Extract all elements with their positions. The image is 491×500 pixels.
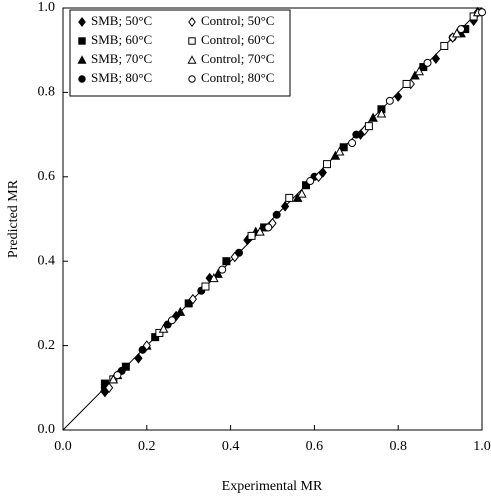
legend-label: SMB; 70°C <box>91 51 152 66</box>
point <box>452 28 462 38</box>
point <box>469 12 478 21</box>
point <box>419 63 428 72</box>
point <box>121 362 130 371</box>
x-tick-label: 0.8 <box>389 439 407 454</box>
point <box>414 66 424 76</box>
x-tick-label: 1.0 <box>473 439 491 454</box>
y-tick-label: 1.0 <box>38 0 56 15</box>
point <box>167 316 176 325</box>
point <box>188 16 196 28</box>
point <box>247 231 256 240</box>
legend-label: Control; 70°C <box>201 51 274 66</box>
point <box>222 257 231 266</box>
point <box>478 8 486 17</box>
point <box>78 16 86 28</box>
point <box>188 75 196 83</box>
x-tick-label: 0.6 <box>306 439 324 454</box>
point <box>218 265 227 274</box>
y-tick-label: 0.2 <box>38 338 56 353</box>
point <box>104 382 114 394</box>
point <box>457 25 466 34</box>
point <box>285 193 294 202</box>
legend-label: Control; 50°C <box>201 13 274 28</box>
point <box>402 79 411 88</box>
x-axis-label: Experimental MR <box>222 479 323 494</box>
point <box>255 226 265 236</box>
plot-frame <box>62 7 483 431</box>
legend-label: Control; 80°C <box>201 70 274 85</box>
point <box>213 268 223 278</box>
point <box>155 328 164 337</box>
point <box>209 273 219 283</box>
point <box>322 160 331 169</box>
point <box>188 37 196 45</box>
point <box>334 146 345 156</box>
point <box>385 96 394 105</box>
y-tick-label: 0.0 <box>38 422 56 437</box>
x-tick-label: 0.0 <box>54 439 72 454</box>
y-tick-label: 0.4 <box>38 253 56 268</box>
point <box>142 340 151 351</box>
legend-label: SMB; 80°C <box>91 70 152 85</box>
point <box>306 177 315 186</box>
legend-box <box>69 9 291 97</box>
point <box>302 181 311 190</box>
legend-label: SMB; 60°C <box>91 32 152 47</box>
point <box>264 223 273 232</box>
x-tick-label: 0.2 <box>138 439 156 454</box>
point <box>314 171 323 183</box>
point <box>134 352 143 364</box>
point <box>394 91 403 102</box>
point <box>188 293 198 305</box>
legend-label: SMB; 50°C <box>91 13 152 28</box>
point <box>151 333 160 342</box>
point <box>78 37 86 45</box>
y-tick-label: 0.8 <box>38 85 56 100</box>
y-axis-label: Predicted MR <box>6 179 21 258</box>
point <box>272 210 281 219</box>
point <box>339 143 348 152</box>
point <box>230 251 239 263</box>
legend: SMB; 50°C SMB; 60°C SMB; 70°C SMB; 80°C Cont… <box>69 9 291 97</box>
point <box>440 41 449 50</box>
point <box>296 188 307 198</box>
point <box>108 374 119 384</box>
point <box>348 139 357 148</box>
point <box>113 371 122 380</box>
point <box>175 306 186 316</box>
point <box>201 282 210 291</box>
point <box>78 75 86 83</box>
point <box>352 130 361 139</box>
point <box>376 108 387 118</box>
point <box>431 53 441 64</box>
point <box>364 122 373 131</box>
point <box>423 58 432 67</box>
y-tick-label: 0.6 <box>38 169 56 184</box>
x-tick-label: 0.4 <box>222 439 240 454</box>
point <box>158 323 169 333</box>
point <box>77 55 87 64</box>
point <box>187 55 197 64</box>
point <box>368 112 378 122</box>
point <box>280 201 290 212</box>
legend-label: Control; 60°C <box>201 32 274 47</box>
